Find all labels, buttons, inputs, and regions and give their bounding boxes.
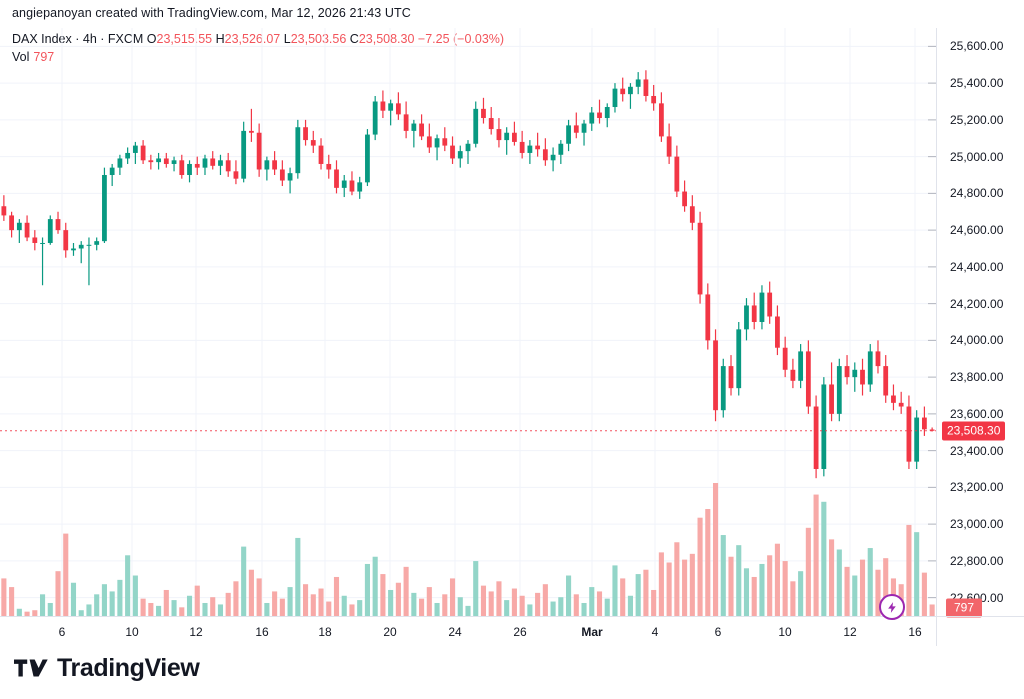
time-tick-label: 6 [58,625,66,639]
candlestick-svg [0,28,936,616]
tradingview-logo-text: TradingView [57,654,200,682]
attribution-text: angiepanoyan created with TradingView.co… [12,6,411,20]
tradingview-logo-icon [14,659,48,677]
price-tick-label: 25,400.00 [950,76,1004,91]
price-tick-label: 25,200.00 [950,112,1004,127]
time-tick-label: 26 [513,625,527,639]
chart-legend: DAX Index · 4h · FXCM O23,515.55 H23,526… [12,31,504,65]
price-tick-label: 23,400.00 [950,443,1004,458]
price-tick-label: 24,600.00 [950,223,1004,238]
time-tick-label: 12 [843,625,857,639]
low-value: 23,503.56 [290,32,347,46]
price-tick-label: 24,800.00 [950,186,1004,201]
lightning-bolt-glyph [887,601,896,613]
time-tick-label: 20 [383,625,397,639]
time-tick-label: 10 [125,625,139,639]
time-tick-label: 12 [189,625,203,639]
close-label: C [349,32,359,46]
price-axis-divider [936,28,937,646]
volume-value: 797 [33,50,55,64]
high-label: H [215,32,225,46]
time-tick-label: 4 [651,625,659,639]
open-label: O [146,32,157,46]
low-label: L [283,32,291,46]
price-tick-label: 22,800.00 [950,553,1004,568]
legend-ohlc-row: DAX Index · 4h · FXCM O23,515.55 H23,526… [12,31,504,47]
high-value: 23,526.07 [224,32,281,46]
time-tick-label: 16 [255,625,269,639]
time-tick-label: Mar [581,625,603,639]
current-price-badge[interactable]: 23,508.30 [942,421,1006,441]
open-value: 23,515.55 [156,32,213,46]
change-value: −7.25 (−0.03%) [417,32,505,46]
price-tick-label: 23,600.00 [950,406,1004,421]
price-tick-label: 25,600.00 [950,39,1004,54]
price-tick-label: 23,000.00 [950,517,1004,532]
price-tick-label: 24,400.00 [950,259,1004,274]
footer-bar: TradingView [0,646,1024,699]
chart-plot-area[interactable] [0,28,936,616]
volume-label[interactable]: Vol [12,50,30,64]
price-tick-label: 23,800.00 [950,370,1004,385]
time-axis[interactable]: 6 10 12 16 18 20 24 26 Mar 4 6 10 12 16 [0,616,936,646]
tradingview-logo[interactable]: TradingView [14,654,200,682]
price-axis[interactable]: 25,600.00 25,400.00 25,200.00 25,000.00 24,8… [936,28,1024,618]
price-tick-label: 24,000.00 [950,333,1004,348]
time-tick-label: 16 [908,625,922,639]
close-value: 23,508.30 [358,32,415,46]
price-tick-label: 24,200.00 [950,296,1004,311]
price-tick-label: 25,000.00 [950,149,1004,164]
volume-badge[interactable]: 797 [946,598,983,618]
time-tick-label: 6 [714,625,722,639]
price-tick-label: 23,200.00 [950,480,1004,495]
lightning-bolt-icon[interactable] [879,594,905,620]
time-tick-label: 10 [778,625,792,639]
legend-volume-row: Vol 797 [12,49,504,65]
time-tick-label: 24 [448,625,462,639]
header-divider [0,28,1024,29]
symbol-label[interactable]: DAX Index · 4h · FXCM [12,32,144,46]
time-tick-label: 18 [318,625,332,639]
time-axis-divider [0,616,1024,617]
